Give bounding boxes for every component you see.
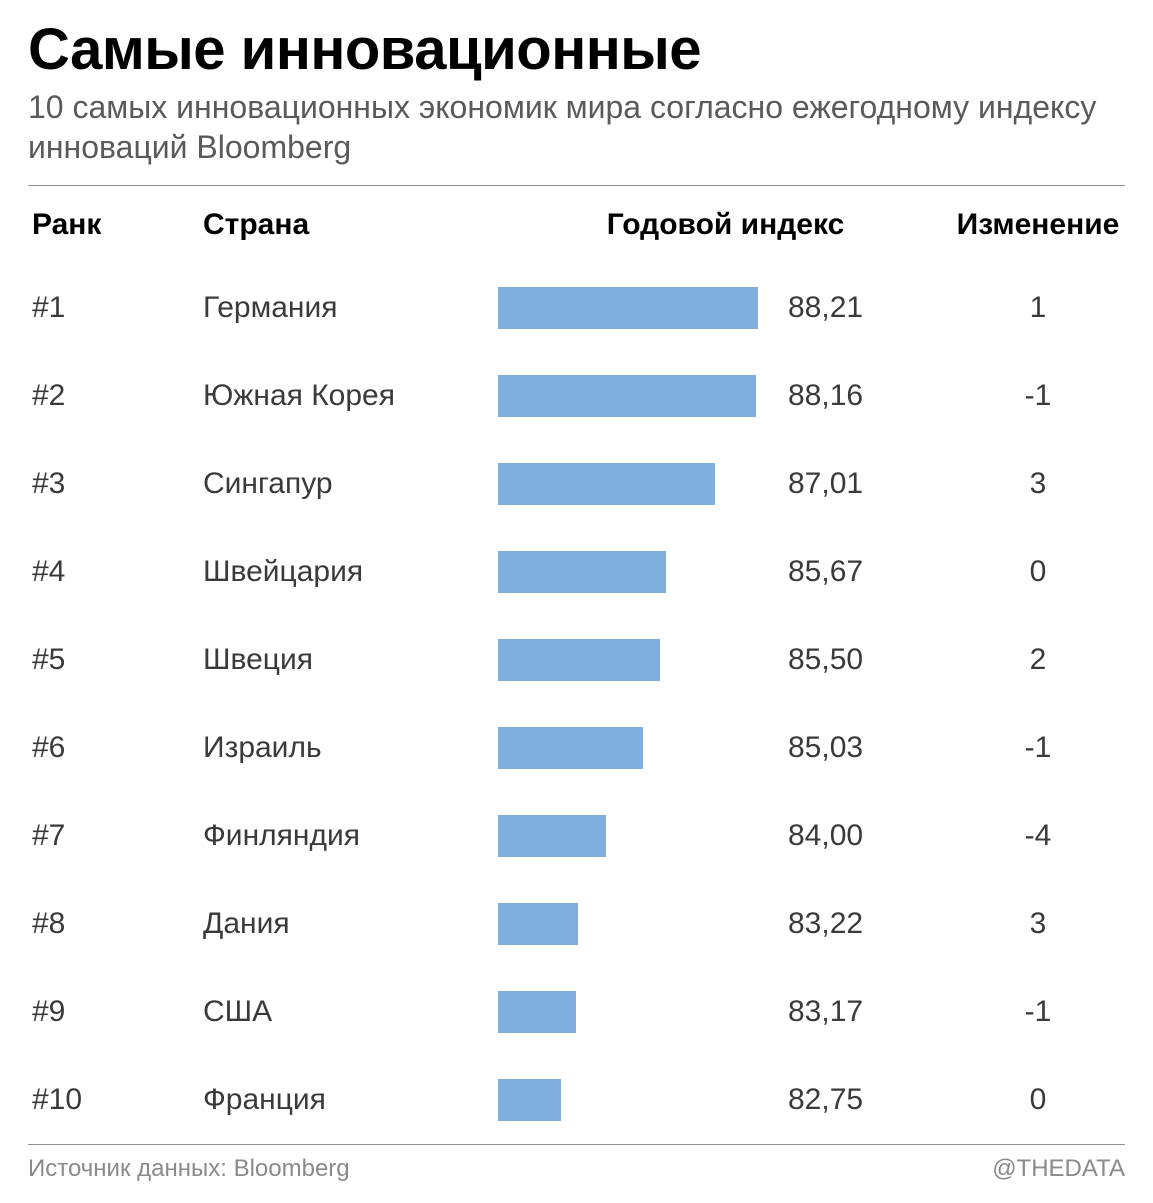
cell-index-value: 83,17 (758, 995, 953, 1029)
cell-bar (498, 991, 758, 1033)
cell-index-value: 85,67 (758, 555, 953, 589)
table-row: #10Франция 82,750 (28, 1056, 1125, 1144)
cell-bar (498, 727, 758, 769)
cell-rank: #6 (28, 731, 203, 765)
cell-bar (498, 639, 758, 681)
cell-change: 1 (953, 291, 1123, 325)
cell-bar (498, 551, 758, 593)
cell-rank: #8 (28, 907, 203, 941)
cell-change: 0 (953, 1083, 1123, 1117)
cell-country: США (203, 995, 498, 1029)
cell-bar (498, 287, 758, 329)
page-title: Самые инновационные (28, 20, 1125, 81)
cell-change: -4 (953, 819, 1123, 853)
cell-country: Израиль (203, 731, 498, 765)
index-bar (498, 551, 666, 593)
footer-source: Источник данных: Bloomberg (28, 1155, 350, 1183)
cell-bar (498, 1079, 758, 1121)
cell-rank: #2 (28, 379, 203, 413)
footer-attribution: @THEDATA (992, 1155, 1125, 1183)
cell-change: 2 (953, 643, 1123, 677)
cell-index-value: 82,75 (758, 1083, 953, 1117)
page-subtitle: 10 самых инновационных экономик мира сог… (28, 87, 1125, 167)
cell-index-value: 85,50 (758, 643, 953, 677)
table-row: #2Южная Корея 88,16-1 (28, 352, 1125, 440)
cell-bar (498, 375, 758, 417)
col-header-rank: Ранк (28, 208, 203, 242)
cell-bar (498, 903, 758, 945)
cell-index-value: 85,03 (758, 731, 953, 765)
cell-country: Швеция (203, 643, 498, 677)
table-header-row: Ранк Страна Годовой индекс Изменение (28, 186, 1125, 264)
cell-change: 0 (953, 555, 1123, 589)
index-bar (498, 639, 660, 681)
cell-change: -1 (953, 379, 1123, 413)
index-bar (498, 463, 715, 505)
cell-rank: #7 (28, 819, 203, 853)
table-row: #3Сингапур 87,013 (28, 440, 1125, 528)
cell-country: Южная Корея (203, 379, 498, 413)
index-bar (498, 815, 606, 857)
cell-bar (498, 463, 758, 505)
cell-rank: #1 (28, 291, 203, 325)
table-row: #5Швеция 85,502 (28, 616, 1125, 704)
cell-country: Франция (203, 1083, 498, 1117)
col-header-country: Страна (203, 208, 498, 242)
cell-country: Сингапур (203, 467, 498, 501)
cell-index-value: 88,21 (758, 291, 953, 325)
cell-rank: #3 (28, 467, 203, 501)
cell-change: -1 (953, 731, 1123, 765)
table-row: #6Израиль 85,03-1 (28, 704, 1125, 792)
cell-rank: #5 (28, 643, 203, 677)
cell-country: Швейцария (203, 555, 498, 589)
col-header-index: Годовой индекс (498, 208, 953, 242)
col-header-change: Изменение (953, 208, 1123, 242)
cell-index-value: 87,01 (758, 467, 953, 501)
cell-country: Дания (203, 907, 498, 941)
cell-country: Финляндия (203, 819, 498, 853)
table-row: #1Германия 88,211 (28, 264, 1125, 352)
footer: Источник данных: Bloomberg @THEDATA (28, 1145, 1125, 1183)
index-bar (498, 375, 756, 417)
table-row: #7Финляндия 84,00-4 (28, 792, 1125, 880)
cell-change: 3 (953, 467, 1123, 501)
index-bar (498, 287, 758, 329)
table-row: #4Швейцария 85,670 (28, 528, 1125, 616)
cell-country: Германия (203, 291, 498, 325)
index-bar (498, 727, 643, 769)
ranking-table: Ранк Страна Годовой индекс Изменение #1Г… (28, 186, 1125, 1144)
table-row: #9США 83,17-1 (28, 968, 1125, 1056)
cell-change: 3 (953, 907, 1123, 941)
index-bar (498, 903, 578, 945)
index-bar (498, 1079, 561, 1121)
cell-index-value: 83,22 (758, 907, 953, 941)
table-row: #8Дания 83,223 (28, 880, 1125, 968)
cell-rank: #10 (28, 1083, 203, 1117)
cell-rank: #4 (28, 555, 203, 589)
cell-index-value: 88,16 (758, 379, 953, 413)
cell-index-value: 84,00 (758, 819, 953, 853)
index-bar (498, 991, 576, 1033)
cell-bar (498, 815, 758, 857)
cell-change: -1 (953, 995, 1123, 1029)
cell-rank: #9 (28, 995, 203, 1029)
